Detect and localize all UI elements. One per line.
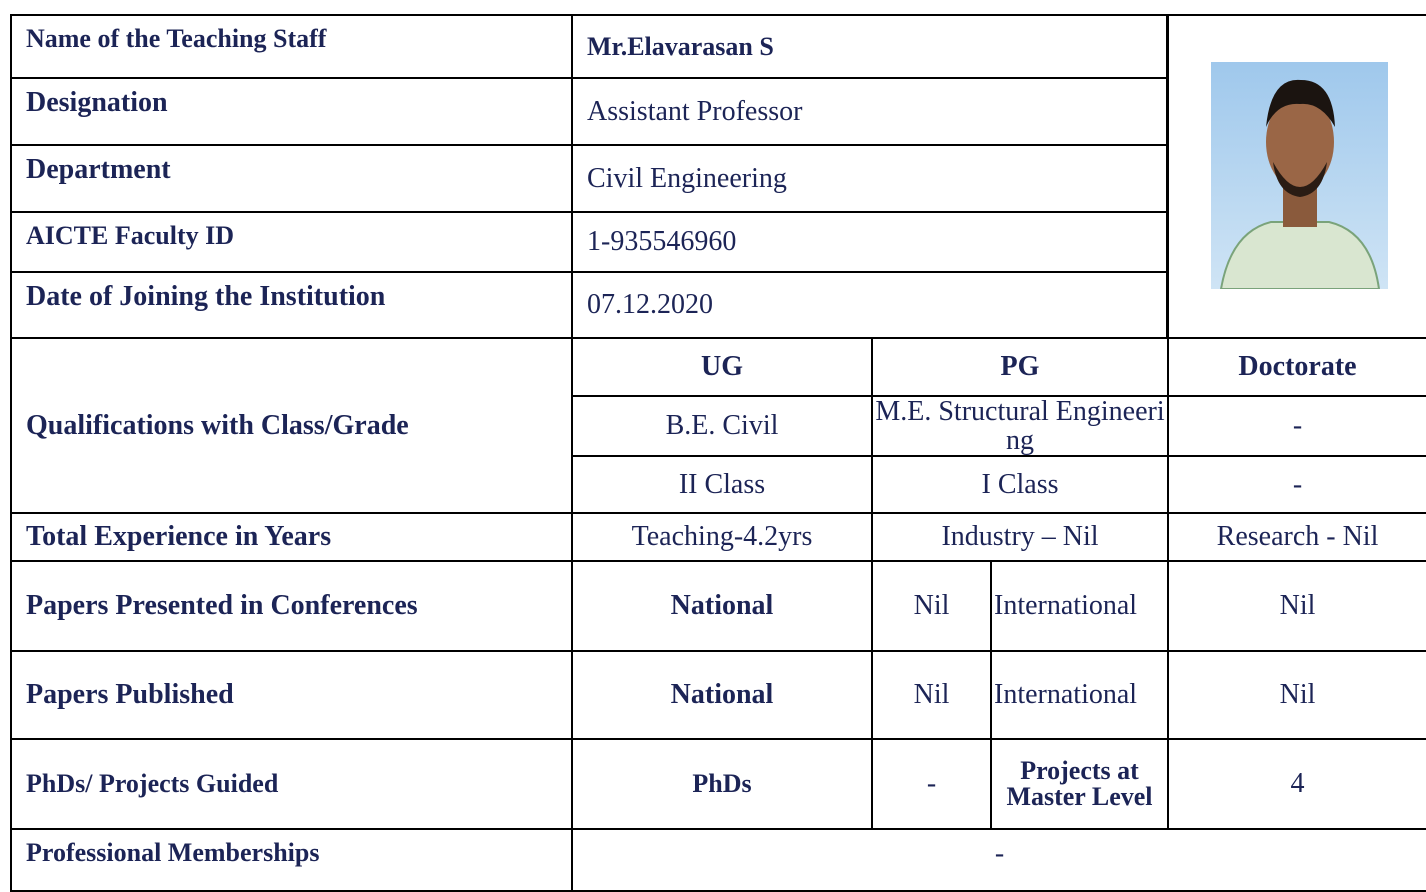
- field-label-text: Qualifications with Class/Grade: [26, 409, 409, 441]
- field-value: 07.12.2020: [571, 271, 1169, 339]
- field-label: Department: [10, 144, 573, 213]
- sub-label: National: [571, 650, 873, 740]
- count: -: [871, 738, 992, 830]
- field-label-text: Date of Joining the Institution: [26, 281, 386, 312]
- class-text: II Class: [678, 468, 766, 500]
- degree: -: [1167, 395, 1426, 457]
- experience-value: Research - Nil: [1167, 512, 1426, 562]
- field-label-text: Department: [26, 154, 171, 185]
- field-value: Assistant Professor: [571, 77, 1169, 146]
- column-header: PG: [871, 337, 1169, 397]
- field-label: Name of the Teaching Staff: [10, 14, 573, 79]
- class-text: -: [1292, 468, 1303, 500]
- field-value: Mr.Elavarasan S: [571, 14, 1169, 79]
- field-label-text: Name of the Teaching Staff: [26, 24, 327, 53]
- photo-figure: [1219, 79, 1381, 289]
- field-label-text: PhDs/ Projects Guided: [26, 769, 279, 798]
- field-label-text: Professional Memberships: [26, 838, 320, 867]
- sub-label-text: International: [994, 590, 1138, 622]
- field-label: Professional Memberships: [10, 828, 573, 892]
- experience-value-text: Industry – Nil: [941, 521, 1099, 552]
- experience-value-text: Research - Nil: [1216, 521, 1379, 552]
- sub-label: PhDs: [571, 738, 873, 830]
- field-label: PhDs/ Projects Guided: [10, 738, 573, 830]
- experience-value: Industry – Nil: [871, 512, 1169, 562]
- field-label-text: AICTE Faculty ID: [26, 221, 235, 250]
- experience-value: Teaching-4.2yrs: [571, 512, 873, 562]
- sub-label: International: [990, 560, 1169, 652]
- degree: B.E. Civil: [571, 395, 873, 457]
- sub-label: National: [571, 560, 873, 652]
- field-label: Date of Joining the Institution: [10, 271, 573, 339]
- field-label: Designation: [10, 77, 573, 146]
- photo-cell: [1166, 14, 1426, 339]
- field-value-text: 1-935546960: [587, 226, 737, 257]
- count: 4: [1167, 738, 1426, 830]
- degree-text: -: [1292, 410, 1303, 441]
- sub-label-text: International: [994, 679, 1138, 711]
- count: Nil: [871, 650, 992, 740]
- class: -: [1167, 455, 1426, 514]
- count-text: -: [926, 768, 937, 799]
- class: II Class: [571, 455, 873, 514]
- field-label: Qualifications with Class/Grade: [10, 337, 573, 514]
- count-text: Nil: [913, 590, 950, 621]
- column-header: Doctorate: [1167, 337, 1426, 397]
- field-label: Papers Published: [10, 650, 573, 740]
- field-value: -: [571, 828, 1426, 892]
- field-value-text: Mr.Elavarasan S: [587, 31, 774, 61]
- column-header-text: Doctorate: [1238, 351, 1357, 382]
- count-text: Nil: [913, 679, 950, 710]
- column-header-text: PG: [1000, 351, 1040, 382]
- field-label-text: Papers Presented in Conferences: [26, 590, 418, 621]
- field-value-text: Assistant Professor: [587, 95, 803, 127]
- count: Nil: [1167, 650, 1426, 740]
- field-value-text: -: [994, 838, 1005, 869]
- column-header-text: UG: [701, 351, 743, 382]
- degree-text: M.E. Structural Engineering: [875, 395, 1165, 456]
- field-label-text: Total Experience in Years: [26, 521, 332, 552]
- count: Nil: [1167, 560, 1426, 652]
- field-label: Papers Presented in Conferences: [10, 560, 573, 652]
- count-text: Nil: [1279, 679, 1316, 710]
- staff-photo: [1211, 62, 1388, 289]
- class: I Class: [871, 455, 1169, 514]
- field-label: AICTE Faculty ID: [10, 211, 573, 273]
- field-value-text: 07.12.2020: [587, 289, 713, 320]
- sub-label-text: Projects at Master Level: [1006, 756, 1153, 811]
- sub-label: Projects at Master Level: [990, 738, 1169, 830]
- sub-label-text: National: [670, 590, 774, 621]
- count-text: 4: [1290, 768, 1305, 799]
- sub-label-text: National: [670, 679, 774, 710]
- column-header: UG: [571, 337, 873, 397]
- degree-text: B.E. Civil: [665, 410, 779, 441]
- degree: M.E. Structural Engineering: [871, 395, 1169, 457]
- experience-value-text: Teaching-4.2yrs: [631, 521, 813, 552]
- field-value: 1-935546960: [571, 211, 1169, 273]
- count-text: Nil: [1279, 590, 1316, 621]
- field-label-text: Designation: [26, 87, 168, 118]
- sub-label: International: [990, 650, 1169, 740]
- class-text: I Class: [981, 468, 1059, 500]
- field-value: Civil Engineering: [571, 144, 1169, 213]
- count: Nil: [871, 560, 992, 652]
- field-value-text: Civil Engineering: [587, 162, 787, 194]
- sub-label-text: PhDs: [692, 769, 752, 798]
- field-label-text: Papers Published: [26, 679, 234, 710]
- field-label: Total Experience in Years: [10, 512, 573, 562]
